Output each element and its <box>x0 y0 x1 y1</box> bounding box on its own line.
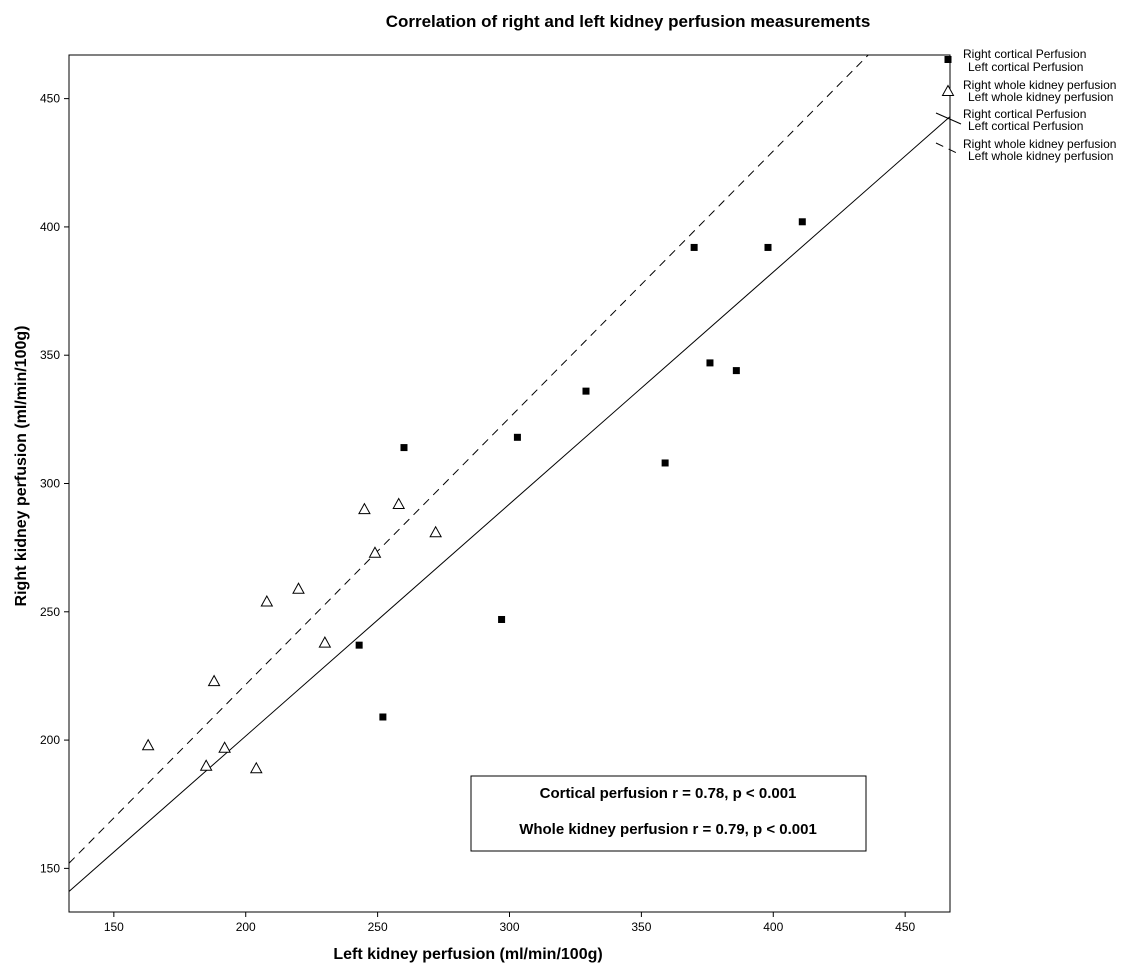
y-tick-label: 150 <box>40 861 60 875</box>
x-tick-label: 300 <box>499 920 519 934</box>
cortical-point <box>798 218 806 226</box>
cortical-point <box>661 459 669 467</box>
x-tick-label: 200 <box>236 920 256 934</box>
x-tick-label: 400 <box>763 920 783 934</box>
cortical-point <box>732 367 740 375</box>
whole-kidney-point <box>429 525 442 538</box>
legend-label-left: Left cortical Perfusion <box>968 60 1083 74</box>
cortical-point <box>706 359 714 367</box>
cortical-point <box>513 433 521 441</box>
whole-kidney-point <box>249 761 263 774</box>
cortical-point <box>690 243 698 251</box>
legend-solid-line <box>935 112 962 125</box>
cortical-point <box>764 243 772 251</box>
annotation-cortical: Cortical perfusion r = 0.78, p < 0.001 <box>540 785 797 802</box>
x-tick-label: 350 <box>631 920 651 934</box>
whole-kidney-point <box>260 594 274 607</box>
whole-kidney-point <box>199 759 213 771</box>
legend-label-left: Left cortical Perfusion <box>968 119 1083 133</box>
legend-label-right: Right whole kidney perfusion <box>963 137 1116 151</box>
annotation-whole-kidney: Whole kidney perfusion r = 0.79, p < 0.0… <box>519 821 817 838</box>
cortical-point <box>400 444 408 452</box>
annotation-box: Cortical perfusion r = 0.78, p < 0.001 W… <box>470 775 867 852</box>
annotation-frame <box>470 775 867 852</box>
cortical-point <box>582 387 590 395</box>
whole-kidney-point <box>368 546 382 558</box>
chart-title: Correlation of right and left kidney per… <box>385 12 871 31</box>
y-tick-label: 350 <box>40 348 60 362</box>
cortical-fit-line <box>69 116 950 892</box>
x-tick-label: 150 <box>104 920 124 934</box>
whole-kidney-point <box>318 636 332 648</box>
cortical-point <box>379 713 387 721</box>
legend-dashed-line <box>935 142 962 156</box>
y-tick-label: 400 <box>40 220 60 234</box>
y-tick-label: 200 <box>40 733 60 747</box>
legend-label-left: Left whole kidney perfusion <box>968 149 1113 163</box>
y-axis-label: Right kidney perfusion (ml/min/100g) <box>13 326 30 607</box>
x-tick-label: 450 <box>895 920 915 934</box>
legend-label-right: Right cortical Perfusion <box>963 47 1086 61</box>
legend-label-right: Right whole kidney perfusion <box>963 78 1116 92</box>
y-tick-label: 300 <box>40 477 60 491</box>
x-tick-label: 250 <box>368 920 388 934</box>
whole-kidney-point <box>358 502 371 515</box>
y-tick-label: 450 <box>40 92 60 106</box>
whole-kidney-point <box>207 674 221 687</box>
whole-kidney-fit-line <box>69 55 869 864</box>
legend-square-marker <box>944 56 952 63</box>
legend-label-left: Left whole kidney perfusion <box>968 90 1113 104</box>
cortical-point <box>355 641 363 649</box>
x-axis-label: Left kidney perfusion (ml/min/100g) <box>333 946 602 963</box>
whole-kidney-point <box>218 741 231 753</box>
whole-kidney-point <box>392 497 406 510</box>
y-tick-label: 250 <box>40 605 60 619</box>
cortical-point <box>498 615 506 623</box>
whole-kidney-point <box>292 582 305 594</box>
whole-kidney-point <box>141 738 155 751</box>
legend-label-right: Right cortical Perfusion <box>963 107 1086 121</box>
legend-triangle-marker <box>941 84 955 96</box>
